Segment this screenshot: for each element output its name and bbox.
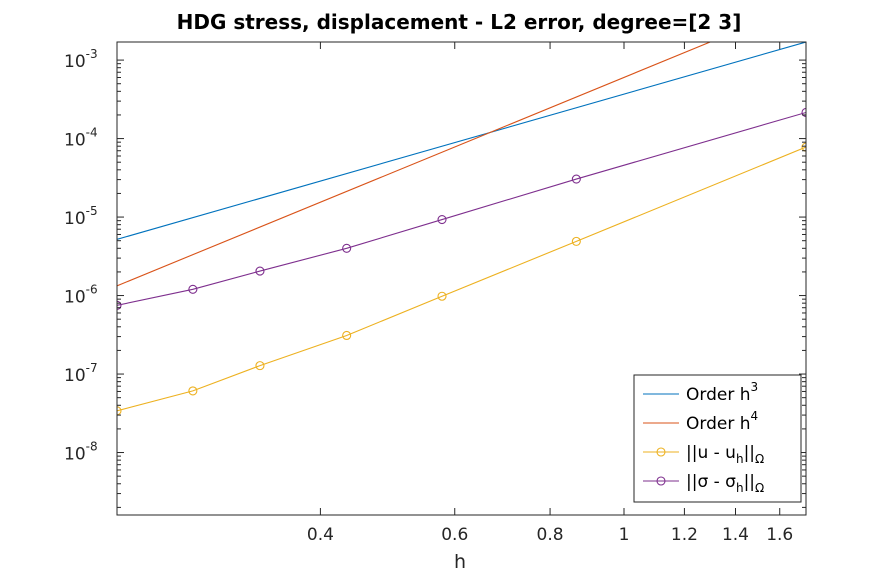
legend-label: Order h4 (686, 409, 758, 434)
data-point (437, 291, 447, 301)
x-tick-label: 1.6 (766, 525, 793, 545)
plot-area: 0.4 0.6 0.8 1 1.2 1.4 1.6 10-8 10-7 10-6 10-5 10-4 1… (64, 41, 807, 545)
data-point (188, 284, 198, 294)
x-tick-label: 0.4 (307, 525, 334, 545)
legend-label: ||u - uh||Ω (686, 443, 764, 466)
x-tick-label: 0.8 (537, 525, 564, 545)
x-tick-label: 1.2 (671, 525, 698, 545)
x-axis-label: h (454, 551, 466, 573)
legend-label: ||σ - σh||Ω (686, 472, 764, 495)
data-point (801, 107, 806, 118)
series-line-1 (117, 42, 712, 287)
x-tick-label: 1 (619, 525, 630, 545)
data-point (571, 174, 581, 184)
data-point (117, 406, 122, 416)
data-point (188, 386, 198, 396)
series-group (117, 42, 806, 416)
data-point (255, 266, 265, 276)
data-point (255, 361, 265, 371)
data-point (117, 300, 122, 310)
legend-marker (656, 476, 666, 486)
axes-box (116, 41, 807, 516)
y-tick-label: 10-4 (64, 126, 98, 151)
y-tick-label: 10-8 (64, 440, 98, 465)
x-tick-label: 0.6 (441, 525, 468, 545)
data-point (342, 330, 352, 341)
series-line-2 (117, 146, 806, 412)
y-tick-label: 10-5 (64, 204, 98, 229)
legend-label: Order h3 (686, 380, 758, 405)
y-tick-label: 10-3 (64, 47, 98, 72)
series-line-0 (117, 42, 806, 240)
data-point (571, 236, 581, 246)
data-point (801, 142, 806, 152)
y-tick-label: 10-7 (64, 361, 98, 386)
legend-marker (656, 447, 666, 457)
x-tick-label: 1.4 (722, 525, 749, 545)
data-point (342, 243, 352, 253)
series-line-3 (117, 111, 806, 306)
y-tick-label: 10-6 (64, 283, 98, 308)
data-point (437, 214, 447, 225)
legend: Order h3 Order h4 ||u - uh||Ω ||σ - σh||Ω (633, 374, 802, 503)
chart-title: HDG stress, displacement - L2 error, deg… (177, 10, 742, 34)
